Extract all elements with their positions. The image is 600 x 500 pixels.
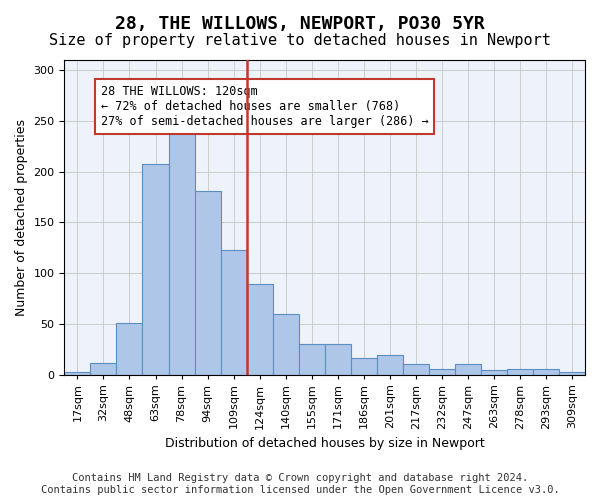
- Bar: [142, 164, 169, 374]
- Bar: [91, 364, 116, 374]
- Y-axis label: Number of detached properties: Number of detached properties: [15, 119, 28, 316]
- Bar: [429, 370, 455, 374]
- Bar: [533, 370, 559, 374]
- Bar: [325, 344, 351, 374]
- Bar: [116, 323, 142, 374]
- Text: 28, THE WILLOWS, NEWPORT, PO30 5YR: 28, THE WILLOWS, NEWPORT, PO30 5YR: [115, 15, 485, 33]
- Bar: [272, 314, 299, 374]
- Bar: [64, 372, 91, 374]
- Bar: [559, 372, 585, 374]
- Bar: [247, 284, 272, 374]
- Bar: [403, 364, 429, 374]
- Text: 28 THE WILLOWS: 120sqm
← 72% of detached houses are smaller (768)
27% of semi-de: 28 THE WILLOWS: 120sqm ← 72% of detached…: [101, 85, 428, 128]
- Bar: [299, 344, 325, 374]
- Text: Size of property relative to detached houses in Newport: Size of property relative to detached ho…: [49, 32, 551, 48]
- Bar: [481, 370, 507, 374]
- Bar: [507, 370, 533, 374]
- Text: Contains HM Land Registry data © Crown copyright and database right 2024.
Contai: Contains HM Land Registry data © Crown c…: [41, 474, 559, 495]
- Bar: [221, 250, 247, 374]
- Bar: [169, 132, 194, 374]
- Bar: [377, 355, 403, 374]
- Bar: [351, 358, 377, 374]
- Bar: [455, 364, 481, 374]
- Bar: [194, 191, 221, 374]
- X-axis label: Distribution of detached houses by size in Newport: Distribution of detached houses by size …: [165, 437, 485, 450]
